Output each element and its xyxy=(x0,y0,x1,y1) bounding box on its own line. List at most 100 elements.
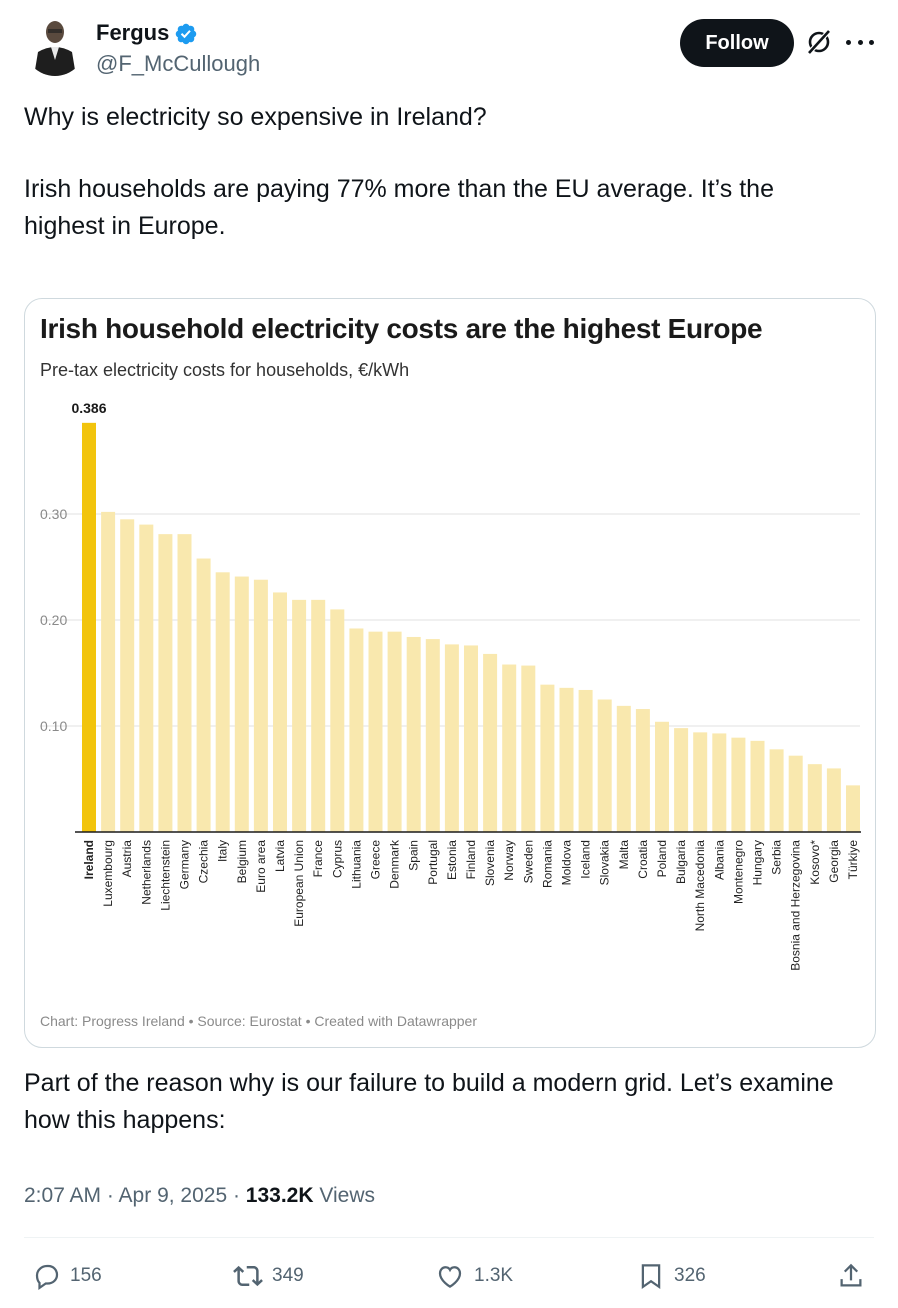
x-tick-label: Luxembourg xyxy=(101,840,115,907)
x-tick-label: Euro area xyxy=(254,840,268,893)
x-tick-label: Bosnia and Herzegovina xyxy=(789,840,803,971)
x-tick-label: Slovenia xyxy=(483,840,497,886)
views-label: Views xyxy=(313,1184,375,1207)
tweet-text-stat: Irish households are paying 77% more tha… xyxy=(24,175,774,240)
bar-georgia xyxy=(826,768,841,832)
bar-moldova xyxy=(559,687,574,832)
bar-t-rkiye xyxy=(846,785,860,832)
bar-albania xyxy=(712,733,727,832)
x-tick-label: Poland xyxy=(655,840,669,877)
grok-icon[interactable] xyxy=(806,29,832,55)
bar-ireland xyxy=(82,422,96,832)
share-button[interactable] xyxy=(836,1256,866,1296)
author-handle[interactable]: @F_McCullough xyxy=(96,51,261,76)
bar-european-union xyxy=(292,599,307,832)
bar-estonia xyxy=(444,644,459,832)
x-tick-label: European Union xyxy=(292,840,306,927)
chart-title: Irish household electricity costs are th… xyxy=(40,313,763,344)
heart-icon xyxy=(438,1266,462,1288)
verified-badge-icon xyxy=(175,23,197,45)
follow-button[interactable]: Follow xyxy=(680,19,794,67)
x-tick-label: Hungary xyxy=(751,840,765,885)
x-tick-label: Czechia xyxy=(197,840,211,884)
repost-count: 349 xyxy=(272,1265,304,1286)
views-count: 133.2K xyxy=(245,1184,314,1207)
profile-photo xyxy=(24,14,86,76)
x-tick-label: Kosovo* xyxy=(808,840,822,885)
x-tick-label: Albania xyxy=(712,840,726,880)
bar-belgium xyxy=(234,576,249,832)
like-button[interactable]: 1.3K xyxy=(434,1256,513,1296)
x-tick-label: Iceland xyxy=(579,840,593,879)
bar-malta xyxy=(616,705,631,832)
bar-bosnia-and-herzegovina xyxy=(788,755,803,832)
bar-portugal xyxy=(425,639,440,832)
bar-iceland xyxy=(578,689,593,832)
bar-netherlands xyxy=(139,524,154,832)
bar-sweden xyxy=(521,665,536,832)
bar-czechia xyxy=(196,558,211,832)
bar-lithuania xyxy=(349,628,364,832)
x-tick-label: Moldova xyxy=(560,840,574,886)
bar-hungary xyxy=(750,740,765,832)
repost-button[interactable]: 349 xyxy=(232,1256,304,1296)
x-tick-label: Latvia xyxy=(273,840,287,872)
bookmark-button[interactable]: 326 xyxy=(636,1256,706,1296)
y-tick-label: 0.10 xyxy=(40,718,67,734)
bar-serbia xyxy=(769,749,784,832)
x-tick-label: Cyprus xyxy=(330,840,344,878)
post-time[interactable]: 2:07 AM · Apr 9, 2025 · xyxy=(24,1184,246,1207)
divider xyxy=(24,1237,874,1238)
tweet-text-question: Why is electricity so expensive in Irela… xyxy=(24,103,487,131)
reply-button[interactable]: 156 xyxy=(32,1256,102,1296)
x-tick-label: Lithuania xyxy=(349,840,363,889)
bar-denmark xyxy=(387,631,402,832)
author-name[interactable]: Fergus xyxy=(96,20,170,45)
like-count: 1.3K xyxy=(474,1265,514,1286)
x-tick-label: Estonia xyxy=(445,840,459,880)
bar-greece xyxy=(368,631,383,832)
bar-slovenia xyxy=(483,653,498,832)
x-tick-label: Austria xyxy=(120,840,134,878)
chart-footer: Chart: Progress Ireland • Source: Eurost… xyxy=(40,1013,478,1029)
bar-bulgaria xyxy=(674,728,689,832)
share-icon xyxy=(840,1263,862,1287)
x-tick-label: Ireland xyxy=(82,840,96,879)
x-tick-label: Greece xyxy=(369,840,383,880)
x-tick-label: Slovakia xyxy=(598,840,612,886)
chart-image-card[interactable]: 0.10 0.20 0.30 0.386 Ireland Luxembourg Austri… xyxy=(24,298,876,1048)
bar-luxembourg xyxy=(101,511,116,832)
x-tick-label: Georgia xyxy=(827,840,841,883)
reply-icon xyxy=(35,1264,59,1291)
reply-count: 156 xyxy=(70,1265,102,1286)
x-tick-label: Bulgaria xyxy=(674,840,688,884)
x-tick-label: Spain xyxy=(407,840,421,871)
x-tick-label: France xyxy=(311,840,325,878)
avatar[interactable] xyxy=(24,14,86,76)
chart-subtitle: Pre-tax electricity costs for households… xyxy=(40,360,410,380)
timestamp[interactable]: 2:07 AM · Apr 9, 2025 · 133.2K Views xyxy=(24,1184,375,1208)
bar-romania xyxy=(540,684,555,832)
x-tick-label: Türkiye xyxy=(846,840,860,880)
x-tick-label: Belgium xyxy=(235,840,249,883)
x-tick-label: North Macedonia xyxy=(693,840,707,932)
bar-montenegro xyxy=(731,737,746,832)
x-tick-label: Portugal xyxy=(426,840,440,885)
x-tick-label: Croatia xyxy=(636,840,650,879)
x-tick-label: Germany xyxy=(178,840,192,889)
tweet-text-followup: Part of the reason why is our failure to… xyxy=(24,1069,834,1134)
bar-norway xyxy=(502,664,517,832)
x-tick-label: Finland xyxy=(464,840,478,879)
bar-spain xyxy=(406,636,421,832)
more-icon[interactable] xyxy=(846,29,874,55)
x-tick-label: Malta xyxy=(617,840,631,870)
repost-icon xyxy=(233,1265,263,1287)
bar-austria xyxy=(120,519,135,832)
bar-slovakia xyxy=(597,699,612,832)
bar-cyprus xyxy=(330,609,345,832)
y-tick-label: 0.20 xyxy=(40,612,67,628)
x-tick-label: Italy xyxy=(216,840,230,862)
x-tick-label: Serbia xyxy=(770,840,784,875)
y-tick-label: 0.30 xyxy=(40,506,67,522)
x-tick-label: Sweden xyxy=(521,840,535,883)
